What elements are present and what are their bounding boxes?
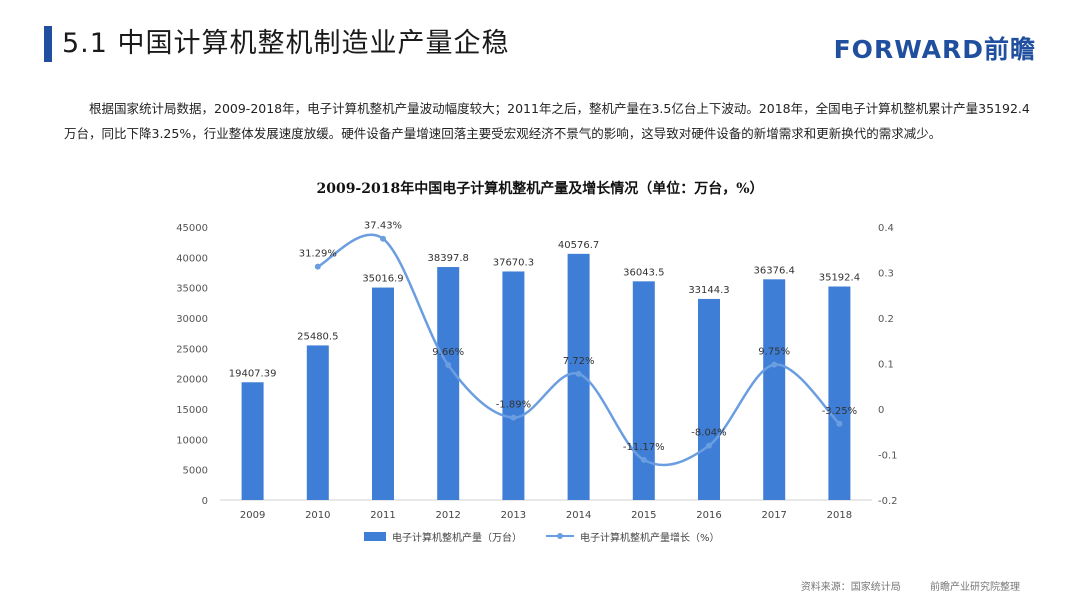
brand-logo: FORWARD前瞻 (833, 35, 1036, 64)
y-right-tick-label: 0 (878, 405, 884, 416)
x-tick-label: 2018 (827, 510, 852, 521)
y-left-tick-label: 5000 (183, 466, 208, 477)
y-left-tick-label: 10000 (176, 435, 208, 446)
growth-value-label: 31.29% (299, 249, 337, 260)
growth-value-label: 7.72% (563, 356, 595, 367)
bar-value-label: 36043.5 (623, 267, 664, 278)
growth-point (380, 235, 386, 242)
y-left-tick-label: 25000 (176, 344, 208, 355)
y-right-tick-label: 0.2 (878, 314, 894, 325)
growth-point (445, 362, 452, 369)
title-accent-bar (44, 26, 52, 62)
growth-point (640, 456, 647, 463)
growth-point (510, 414, 517, 421)
growth-value-label: 9.75% (758, 347, 790, 358)
legend-bar-swatch (364, 532, 386, 541)
growth-value-label: -8.04% (691, 428, 726, 439)
page-title: 5.1 中国计算机整机制造业产量企稳 (62, 28, 510, 59)
y-left-tick-label: 35000 (176, 284, 208, 295)
bar-value-label: 35192.4 (819, 272, 860, 283)
y-right-tick-label: 0.4 (878, 223, 894, 234)
chart-title: 2009-2018年中国电子计算机整机产量及增长情况（单位：万台，%） (316, 181, 764, 197)
growth-point (575, 370, 582, 377)
x-tick-label: 2013 (501, 510, 526, 521)
legend-bar-label: 电子计算机整机产量（万台） (392, 531, 522, 544)
x-tick-label: 2011 (370, 510, 395, 521)
bar (437, 267, 460, 500)
legend-line-marker (557, 533, 563, 539)
y-left-tick-label: 40000 (176, 253, 208, 264)
x-tick-label: 2015 (631, 510, 656, 521)
y-left-tick-label: 20000 (176, 375, 208, 386)
bar-value-label: 37670.3 (493, 257, 534, 268)
y-right-tick-label: -0.2 (878, 496, 898, 507)
y-left-tick-label: 15000 (176, 405, 208, 416)
bar-value-label: 19407.39 (229, 368, 277, 379)
bar (567, 253, 590, 500)
intro-paragraph: 根据国家统计局数据，2009-2018年，电子计算机整机产量波动幅度较大；201… (64, 101, 1030, 141)
bar-value-label: 35016.9 (362, 274, 403, 285)
y-left-tick-label: 30000 (176, 314, 208, 325)
x-tick-label: 2014 (566, 510, 591, 521)
growth-line (317, 233, 841, 467)
bar (632, 281, 655, 500)
bar (763, 279, 786, 500)
bar-value-label: 33144.3 (688, 285, 729, 296)
growth-value-label: -1.89% (496, 400, 531, 411)
bar-value-label: 40576.7 (558, 240, 599, 251)
bar-value-label: 38397.8 (428, 253, 469, 264)
bar (241, 382, 264, 500)
x-tick-label: 2016 (696, 510, 721, 521)
legend-line-label: 电子计算机整机产量增长（%） (580, 531, 720, 544)
bar (502, 271, 525, 500)
growth-value-label: -11.17% (623, 442, 665, 453)
y-right-tick-label: -0.1 (878, 451, 898, 462)
growth-point (706, 442, 712, 449)
x-tick-label: 2012 (435, 510, 460, 521)
growth-value-label: 9.66% (432, 347, 464, 358)
x-tick-label: 2010 (305, 510, 330, 521)
source-org: 前瞻产业研究院整理 (930, 582, 1020, 593)
bar (828, 286, 851, 500)
source-note: 资料来源：国家统计局 前瞻产业研究院整理 (775, 578, 1020, 593)
x-tick-label: 2017 (761, 510, 786, 521)
bar-value-label: 25480.5 (297, 331, 338, 342)
y-right-tick-label: 0.1 (878, 360, 894, 371)
y-right-tick-label: 0.3 (878, 269, 894, 280)
bar (698, 298, 720, 500)
bar-value-label: 36376.4 (754, 265, 795, 276)
growth-point (314, 263, 321, 270)
growth-point (836, 420, 843, 427)
bar (372, 287, 394, 500)
y-left-tick-label: 0 (202, 496, 208, 507)
x-tick-label: 2009 (240, 510, 265, 521)
bar (306, 345, 329, 500)
source-label: 资料来源：国家统计局 (800, 582, 901, 593)
y-left-tick-label: 45000 (176, 223, 208, 234)
growth-value-label: -3.25% (822, 406, 857, 417)
growth-point (771, 361, 778, 368)
production-chart: 0 5000 10000 15000 20000 25000 30000 35000 40000… (176, 221, 898, 544)
growth-value-label: 37.43% (364, 221, 402, 232)
